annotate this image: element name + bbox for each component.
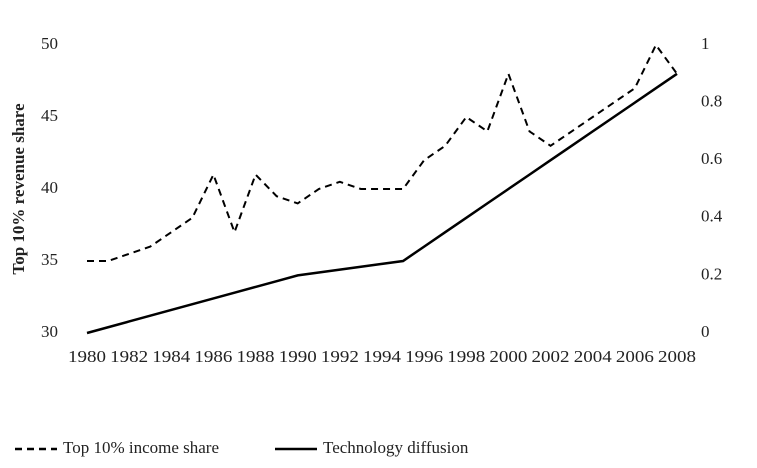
x-tick-label: 1988	[237, 347, 275, 366]
x-tick-label: 1986	[194, 347, 232, 366]
y-tick-label: 35	[41, 250, 58, 269]
y2-tick-label: 0.4	[701, 207, 723, 226]
y-tick-label: 30	[41, 322, 58, 341]
y-tick-label: 50	[41, 34, 58, 53]
legend-label: Top 10% income share	[63, 438, 219, 457]
legend-label: Technology diffusion	[323, 438, 469, 457]
x-tick-label: 1984	[152, 347, 191, 366]
y2-tick-label: 1	[701, 34, 710, 53]
x-tick-label: 2008	[658, 347, 696, 366]
x-tick-label: 1992	[321, 347, 359, 366]
x-tick-label: 1998	[447, 347, 485, 366]
y2-tick-label: 0.2	[701, 264, 722, 283]
x-tick-label: 1982	[110, 347, 148, 366]
series-line	[87, 43, 678, 262]
x-tick-label: 2000	[489, 347, 527, 366]
x-tick-label: 1996	[405, 347, 443, 366]
y-tick-label: 40	[41, 178, 58, 197]
series-line	[86, 72, 678, 335]
x-tick-label: 2004	[574, 347, 613, 366]
x-tick-label: 1980	[68, 347, 106, 366]
y-axis-label: Top 10% revenue share	[9, 103, 28, 275]
y2-tick-label: 0.8	[701, 92, 722, 111]
x-tick-label: 2002	[532, 347, 570, 366]
x-tick-label: 1990	[279, 347, 317, 366]
x-tick-label: 1994	[363, 347, 402, 366]
x-tick-label: 2006	[616, 347, 654, 366]
y2-tick-label: 0.6	[701, 149, 722, 168]
y2-tick-label: 0	[701, 322, 710, 341]
y-tick-label: 45	[41, 106, 58, 125]
